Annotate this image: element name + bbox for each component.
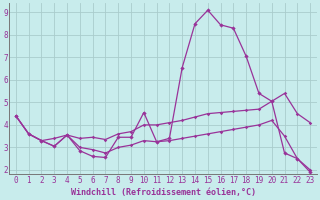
X-axis label: Windchill (Refroidissement éolien,°C): Windchill (Refroidissement éolien,°C): [70, 188, 255, 197]
